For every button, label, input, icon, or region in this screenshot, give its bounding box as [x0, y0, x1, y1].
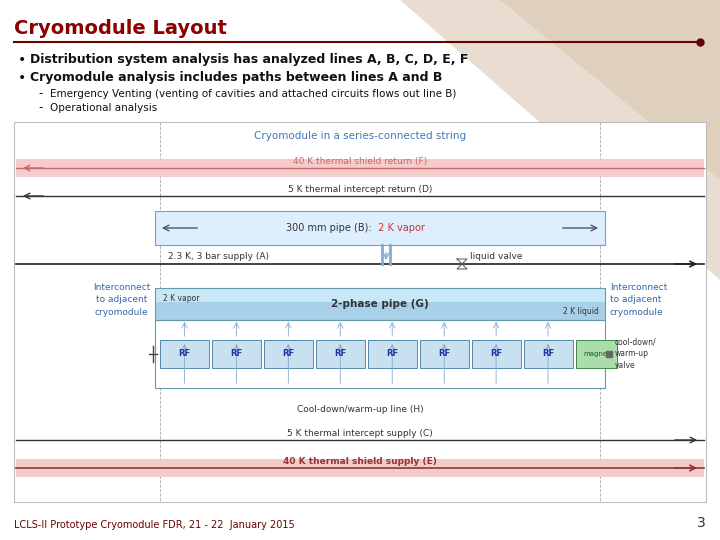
Text: -: - [38, 87, 42, 100]
Text: RF: RF [282, 349, 294, 359]
Text: 2-phase pipe (G): 2-phase pipe (G) [331, 299, 429, 309]
Text: •: • [18, 71, 26, 85]
Text: Operational analysis: Operational analysis [50, 103, 157, 113]
Text: 5 K thermal intercept supply (C): 5 K thermal intercept supply (C) [287, 429, 433, 438]
Text: •: • [18, 53, 26, 67]
Text: 2.3 K, 3 bar supply (A): 2.3 K, 3 bar supply (A) [168, 252, 269, 261]
Text: RF: RF [230, 349, 243, 359]
Text: Interconnect
to adjacent
cryomodule: Interconnect to adjacent cryomodule [93, 283, 150, 317]
Text: Cryomodule analysis includes paths between lines A and B: Cryomodule analysis includes paths betwe… [30, 71, 442, 84]
Bar [155, 302, 605, 320]
Text: 2 K liquid: 2 K liquid [563, 307, 599, 316]
Text: Cryomodule in a series-connected string: Cryomodule in a series-connected string [254, 131, 466, 141]
Text: LCLS-II Prototype Cryomodule FDR, 21 - 22  January 2015: LCLS-II Prototype Cryomodule FDR, 21 - 2… [14, 520, 294, 530]
Text: Distribution system analysis has analyzed lines A, B, C, D, E, F: Distribution system analysis has analyze… [30, 53, 469, 66]
Text: 5 K thermal intercept return (D): 5 K thermal intercept return (D) [288, 185, 432, 194]
Bar [472, 340, 521, 368]
Text: 2 K vapor: 2 K vapor [375, 223, 425, 233]
Text: 2 K vapor: 2 K vapor [163, 294, 199, 303]
Text: RF: RF [386, 349, 398, 359]
Text: RF: RF [438, 349, 450, 359]
Text: Cool-down/warm-up line (H): Cool-down/warm-up line (H) [297, 406, 423, 415]
Polygon shape [400, 0, 720, 280]
Text: 40 K thermal shield return (F): 40 K thermal shield return (F) [293, 157, 427, 166]
Text: RF: RF [334, 349, 346, 359]
Text: RF: RF [490, 349, 502, 359]
Text: Emergency Venting (venting of cavities and attached circuits flows out line B): Emergency Venting (venting of cavities a… [50, 89, 456, 99]
Bar [264, 340, 312, 368]
Text: cool-down/
warm-up
valve: cool-down/ warm-up valve [615, 338, 657, 370]
Text: 300 mm pipe (B):: 300 mm pipe (B): [287, 223, 375, 233]
Text: Interconnect
to adjacent
cryomodule: Interconnect to adjacent cryomodule [610, 283, 667, 317]
Bar [155, 211, 605, 245]
Text: RF: RF [179, 349, 191, 359]
Text: liquid valve: liquid valve [470, 252, 523, 261]
Text: 3: 3 [697, 516, 706, 530]
Bar [523, 340, 572, 368]
Bar [316, 340, 365, 368]
Bar [420, 340, 469, 368]
Bar [155, 288, 605, 302]
Text: 40 K thermal shield supply (E): 40 K thermal shield supply (E) [283, 457, 437, 466]
Bar [155, 288, 605, 320]
Bar [368, 340, 417, 368]
Bar [160, 340, 209, 368]
Text: RF: RF [542, 349, 554, 359]
Bar [575, 340, 617, 368]
Bar [155, 320, 605, 388]
Bar [14, 122, 706, 502]
Bar [16, 159, 704, 177]
Polygon shape [500, 0, 720, 180]
Bar [16, 459, 704, 477]
Text: Cryomodule Layout: Cryomodule Layout [14, 18, 227, 37]
Text: -: - [38, 102, 42, 114]
Text: magnet: magnet [583, 351, 610, 357]
Bar [212, 340, 261, 368]
